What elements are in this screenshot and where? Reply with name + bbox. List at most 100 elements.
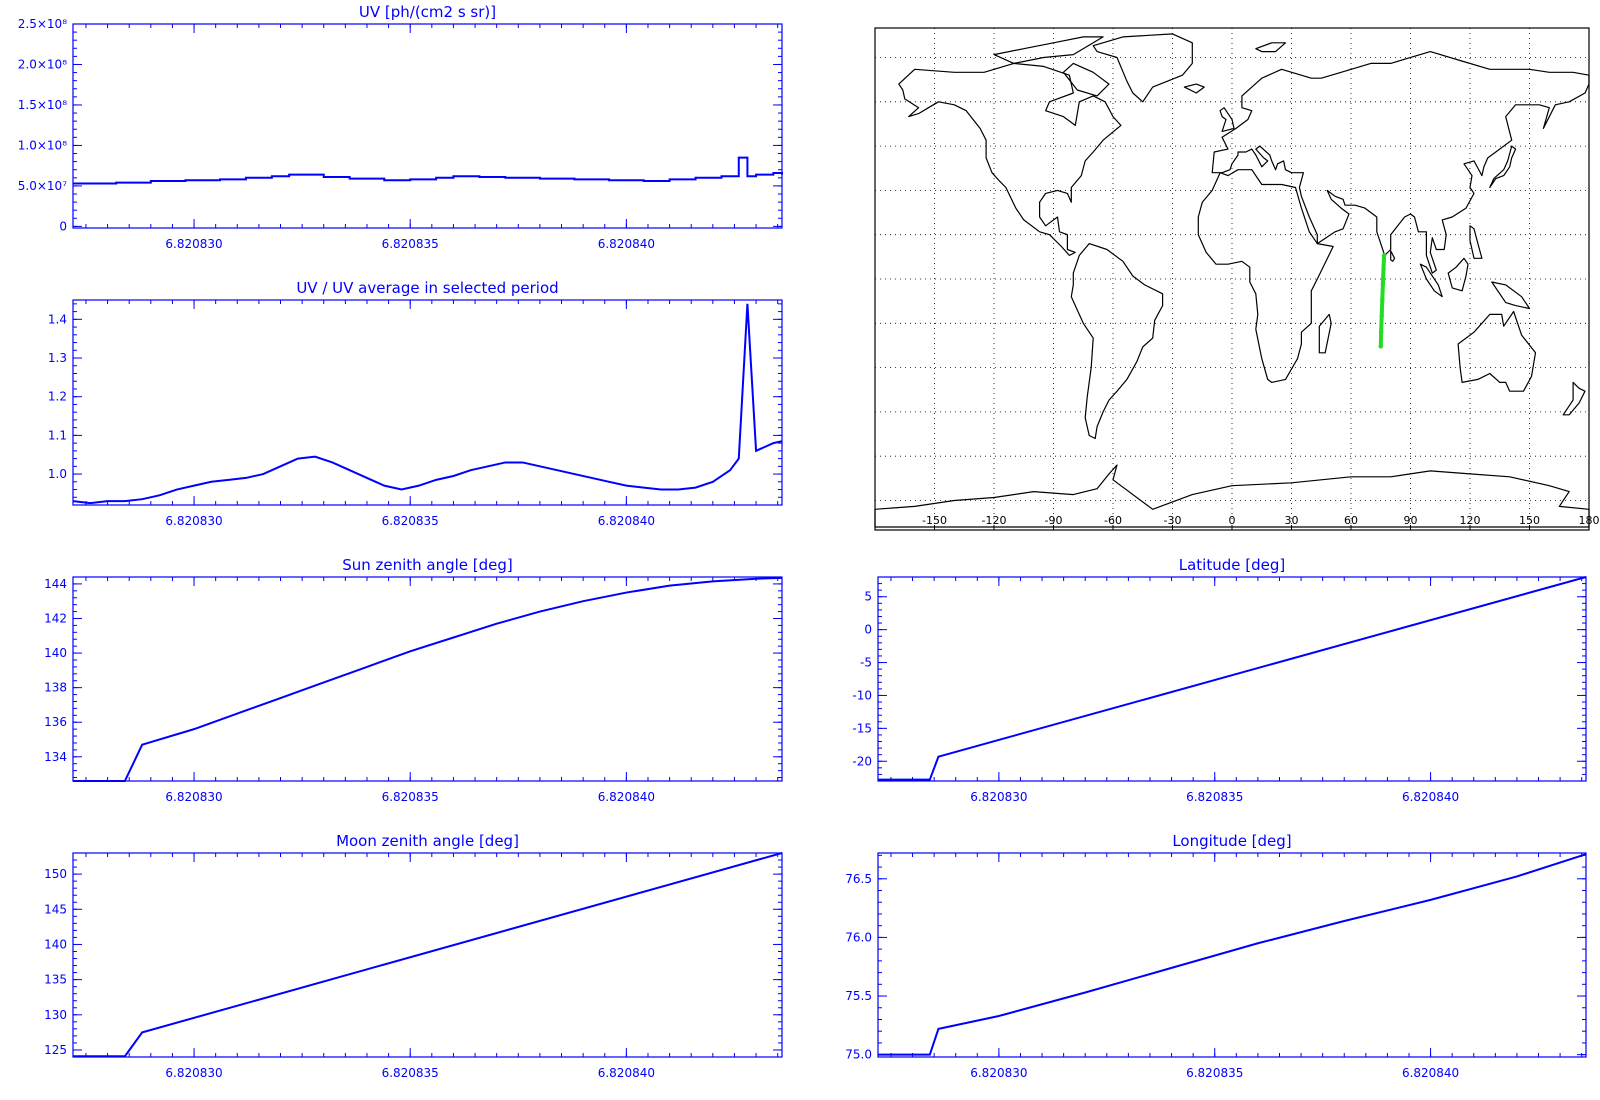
x-tick-label: 6.820830 bbox=[165, 790, 222, 804]
y-tick-label: 135 bbox=[44, 973, 67, 987]
x-tick-label: 6.820830 bbox=[970, 1066, 1027, 1080]
landmass-japan bbox=[1489, 145, 1517, 189]
x-tick-label: 6.820830 bbox=[165, 1066, 222, 1080]
y-tick-label: -10 bbox=[852, 688, 872, 702]
x-tick-label: 6.820830 bbox=[165, 514, 222, 528]
y-tick-label: 138 bbox=[44, 681, 67, 695]
x-tick-label: 6.820840 bbox=[1402, 790, 1459, 804]
series-line-ratio bbox=[72, 303, 783, 505]
y-tick-label: 144 bbox=[44, 577, 67, 591]
track-point bbox=[1379, 313, 1384, 319]
track-point bbox=[1380, 281, 1386, 286]
x-tick-label: 6.820835 bbox=[382, 790, 439, 804]
x-tick-label: 6.820830 bbox=[970, 790, 1027, 804]
y-tick-label: 1.5×10⁸ bbox=[18, 98, 67, 112]
y-tick-label: 1.0×10⁸ bbox=[18, 138, 67, 152]
chart-title: Longitude [deg] bbox=[1172, 832, 1291, 850]
y-tick-label: 125 bbox=[44, 1043, 67, 1057]
y-tick-label: 75.5 bbox=[845, 989, 872, 1003]
landmass-iceland bbox=[1183, 83, 1205, 94]
panel-uv: UV [ph/(cm2 s sr)] 6.820830 6.820835 6.8208… bbox=[18, 3, 783, 251]
map-x-tick-label: -30 bbox=[1164, 514, 1182, 527]
y-tick-label: 145 bbox=[44, 902, 67, 916]
chart-title: Moon zenith angle [deg] bbox=[336, 832, 519, 850]
landmass-south-america bbox=[1070, 243, 1164, 440]
y-tick-label: 1.2 bbox=[48, 390, 67, 404]
map-x-tick-label: -120 bbox=[982, 514, 1007, 527]
y-tick-label: 142 bbox=[44, 611, 67, 625]
map-x-tick-label: -90 bbox=[1045, 514, 1063, 527]
track-point bbox=[1378, 329, 1384, 335]
y-tick-label: 76.5 bbox=[845, 872, 872, 886]
track-point bbox=[1380, 297, 1385, 302]
y-tick-label: -5 bbox=[860, 656, 872, 670]
landmass-baffin bbox=[1062, 62, 1110, 97]
x-tick-label: 6.820840 bbox=[598, 790, 655, 804]
landmass-greenland bbox=[1092, 33, 1193, 103]
landmass-new-zealand bbox=[1562, 381, 1586, 416]
landmass-uk bbox=[1219, 107, 1235, 132]
chart-title: Latitude [deg] bbox=[1179, 556, 1285, 574]
y-tick-label: 140 bbox=[44, 646, 67, 660]
panel-sun: Sun zenith angle [deg] 6.820830 6.820835 6.… bbox=[44, 556, 783, 804]
map-x-tick-label: 60 bbox=[1344, 514, 1358, 527]
plot-frame bbox=[72, 852, 783, 1058]
map-x-tick-label: -60 bbox=[1104, 514, 1122, 527]
y-tick-label: 134 bbox=[44, 750, 67, 764]
landmass-australia bbox=[1457, 310, 1537, 392]
map-x-tick-label: 150 bbox=[1519, 514, 1540, 527]
plot-frame bbox=[72, 576, 783, 782]
chart-title: Sun zenith angle [deg] bbox=[342, 556, 513, 574]
landmass-north-america bbox=[898, 62, 1122, 256]
landmass-philippines bbox=[1469, 225, 1483, 259]
panel-moon: Moon zenith angle [deg] 6.820830 6.820835 6… bbox=[44, 832, 783, 1080]
map-x-tick-label: -150 bbox=[922, 514, 947, 527]
series-line-uv bbox=[73, 156, 783, 185]
panel-lon: Longitude [deg] 6.820830 6.820835 6.820840 7… bbox=[845, 832, 1587, 1080]
y-tick-label: -20 bbox=[852, 754, 872, 768]
x-tick-label: 6.820840 bbox=[598, 237, 655, 251]
y-tick-label: 136 bbox=[44, 715, 67, 729]
series-line-moon bbox=[73, 852, 783, 1058]
y-tick-label: 130 bbox=[44, 1008, 67, 1022]
x-tick-label: 6.820840 bbox=[598, 514, 655, 528]
y-tick-label: 1.3 bbox=[48, 351, 67, 365]
y-tick-label: 0 bbox=[59, 219, 67, 233]
landmass-canadian-arctic bbox=[993, 36, 1104, 64]
x-tick-label: 6.820835 bbox=[382, 514, 439, 528]
landmass-borneo bbox=[1447, 257, 1469, 292]
x-tick-label: 6.820840 bbox=[598, 1066, 655, 1080]
chart-title: UV [ph/(cm2 s sr)] bbox=[359, 3, 496, 21]
series-line-sun bbox=[73, 576, 783, 782]
chart-title: UV / UV average in selected period bbox=[296, 279, 558, 297]
map-x-tick-label: 120 bbox=[1460, 514, 1481, 527]
map-x-tick-label: 30 bbox=[1285, 514, 1299, 527]
y-tick-label: 1.1 bbox=[48, 428, 67, 442]
y-tick-label: 150 bbox=[44, 867, 67, 881]
landmass-antarctica bbox=[874, 464, 1590, 528]
plot-frame bbox=[72, 23, 783, 229]
plot-frame bbox=[877, 852, 1587, 1058]
landmass-svalbard bbox=[1255, 42, 1287, 53]
x-tick-label: 6.820830 bbox=[165, 237, 222, 251]
x-tick-label: 6.820840 bbox=[1402, 1066, 1459, 1080]
series-line-lat bbox=[878, 576, 1587, 781]
x-tick-label: 6.820835 bbox=[1186, 790, 1243, 804]
track-point bbox=[1381, 253, 1387, 258]
x-tick-label: 6.820835 bbox=[1186, 1066, 1243, 1080]
y-tick-label: -15 bbox=[852, 721, 872, 735]
map-x-tick-label: 0 bbox=[1229, 514, 1236, 527]
y-tick-label: 76.0 bbox=[845, 930, 872, 944]
x-tick-label: 6.820835 bbox=[382, 1066, 439, 1080]
plot-frame bbox=[877, 576, 1587, 782]
y-tick-label: 2.5×10⁸ bbox=[18, 17, 67, 31]
y-tick-label: 140 bbox=[44, 937, 67, 951]
panel-lat: Latitude [deg] 6.820830 6.820835 6.820840 -2… bbox=[852, 556, 1587, 804]
y-tick-label: 75.0 bbox=[845, 1048, 872, 1062]
track-point bbox=[1378, 344, 1383, 349]
panel-ratio: UV / UV average in selected period 6.8208… bbox=[48, 279, 783, 528]
world-map: -150 -120 -90 -60 -30 0 30 60 90 120 150 180 bbox=[874, 27, 1600, 531]
map-x-tick-label: 90 bbox=[1404, 514, 1418, 527]
x-tick-label: 6.820835 bbox=[382, 237, 439, 251]
